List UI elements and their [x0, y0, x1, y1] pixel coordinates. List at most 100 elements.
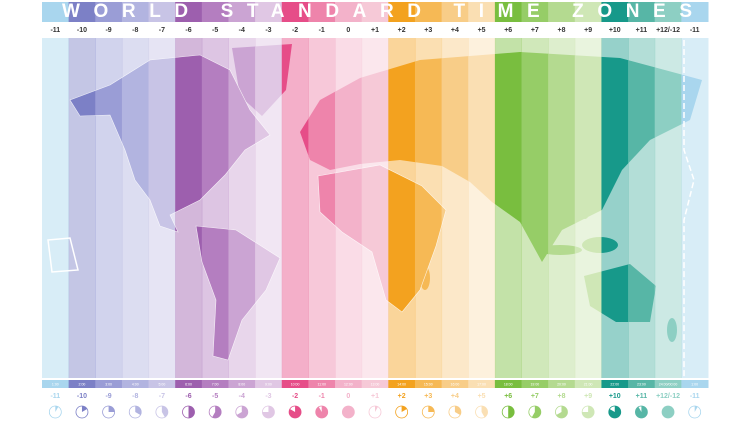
zone-label-bottom: -5: [212, 393, 218, 400]
title-cell: [468, 2, 496, 22]
zone-label-bottom: +7: [531, 393, 539, 400]
zone-labels: -111:00-11-102:00-10-93:00-9-84:00-8-75:…: [42, 27, 709, 419]
zone-label: +5: [478, 27, 486, 34]
time-label: 16:00: [451, 382, 460, 386]
time-label: 15:00: [424, 382, 433, 386]
time-cell: [521, 380, 549, 388]
zone-label: +4: [451, 27, 459, 34]
zone-label-bottom: +6: [504, 393, 512, 400]
time-label: 9:00: [265, 382, 272, 386]
zone-label: 0: [346, 27, 350, 34]
title-cell: [388, 2, 416, 22]
zone-label: +10: [609, 27, 621, 34]
time-cell: [308, 380, 336, 388]
time-cell: [361, 380, 389, 388]
zone-label-bottom: -11: [50, 393, 60, 400]
clock-fill: [508, 406, 515, 418]
title-cell: [308, 2, 336, 22]
time-cell: [654, 380, 682, 388]
time-cell: [255, 380, 283, 388]
title-cell: [281, 2, 309, 22]
time-cell: [42, 380, 70, 388]
clock-fill: [662, 406, 675, 418]
time-cell: [681, 380, 709, 388]
time-cell: [228, 380, 256, 388]
clock-fill: [375, 406, 378, 412]
zone-label: +12/-12: [656, 27, 680, 34]
time-cell: [441, 380, 469, 388]
clock-fill: [81, 406, 88, 412]
title-cell: [335, 2, 363, 22]
date-line-box: [47, 237, 79, 273]
time-cell: [628, 380, 656, 388]
clock-fill: [531, 406, 541, 418]
zone-label-bottom: +5: [478, 393, 486, 400]
zone-label: -4: [239, 27, 245, 34]
clock-fill: [608, 406, 621, 418]
time-label: 2:00: [79, 382, 86, 386]
clock-fill: [262, 406, 275, 419]
zone-label-bottom: +8: [557, 393, 565, 400]
zone-band: [68, 38, 96, 378]
time-label: 5:00: [158, 382, 165, 386]
time-cell: [601, 380, 629, 388]
title-bar: [42, 2, 709, 22]
zone-label: -8: [132, 27, 138, 34]
time-cell: [548, 380, 576, 388]
time-label: 24:00/00:00: [659, 382, 678, 386]
time-cell: [281, 380, 309, 388]
title-cell: [42, 2, 70, 22]
zone-label-bottom: +10: [609, 393, 621, 400]
zone-label-bottom: +4: [451, 393, 459, 400]
zone-label: -9: [105, 27, 111, 34]
clock-fill: [188, 406, 195, 418]
zone-label: +3: [424, 27, 432, 34]
title-cell: [361, 2, 389, 22]
title-cell: [95, 2, 123, 22]
time-cell: [68, 380, 96, 388]
zone-label-bottom: -11: [690, 393, 700, 400]
zone-label-bottom: -8: [132, 393, 138, 400]
clock-fill: [236, 406, 248, 418]
title-cell: [121, 2, 150, 22]
clock-fill: [342, 406, 355, 418]
time-cell: [494, 380, 523, 388]
clock-fill: [315, 406, 328, 419]
title-cell: [494, 2, 523, 22]
clock-fill: [135, 406, 142, 415]
zone-label-bottom: +3: [424, 393, 432, 400]
zone-label-bottom: -1: [319, 393, 325, 400]
clock-fill: [481, 406, 488, 418]
title-cell: [68, 2, 96, 22]
zone-label: +1: [371, 27, 379, 34]
time-label: 7:00: [212, 382, 219, 386]
time-label: 1:00: [691, 382, 698, 386]
time-cell: [95, 380, 123, 388]
time-label: 14:00: [397, 382, 406, 386]
time-label: 11:00: [317, 382, 326, 386]
time-cell: [121, 380, 150, 388]
zone-label: +11: [636, 27, 648, 34]
zone-band: [281, 38, 309, 378]
title-cell: [175, 2, 203, 22]
title-cell: [521, 2, 549, 22]
zone-label: -1: [319, 27, 325, 34]
time-label: 13:00: [371, 382, 380, 386]
title-cell: [628, 2, 656, 22]
clock-fill: [428, 406, 435, 412]
clock-fill: [635, 406, 648, 419]
clock-fill: [556, 406, 568, 419]
title-cell: [148, 2, 176, 22]
zone-label: +8: [557, 27, 565, 34]
title-cell: [228, 2, 256, 22]
title-cell: [255, 2, 283, 22]
time-cell: [388, 380, 416, 388]
clock-fill: [161, 406, 168, 418]
time-cell: [414, 380, 443, 388]
time-cell: [468, 380, 496, 388]
zone-label: -6: [185, 27, 191, 34]
title-cell: [414, 2, 443, 22]
title-cell: [681, 2, 709, 22]
zone-label-bottom: -2: [292, 393, 298, 400]
